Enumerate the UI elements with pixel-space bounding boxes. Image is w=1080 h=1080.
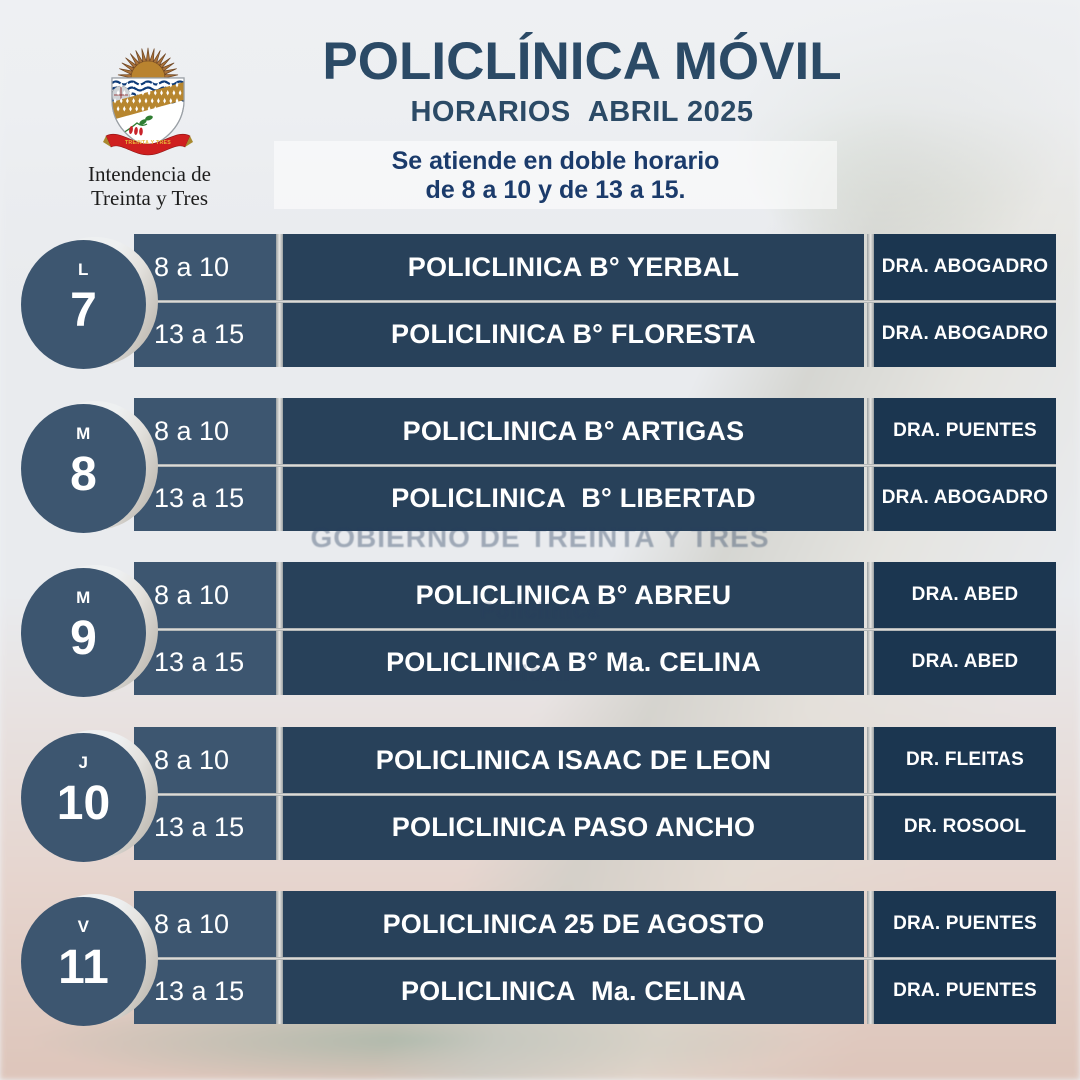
svg-text:TREINTA Y TRES: TREINTA Y TRES <box>125 140 171 146</box>
